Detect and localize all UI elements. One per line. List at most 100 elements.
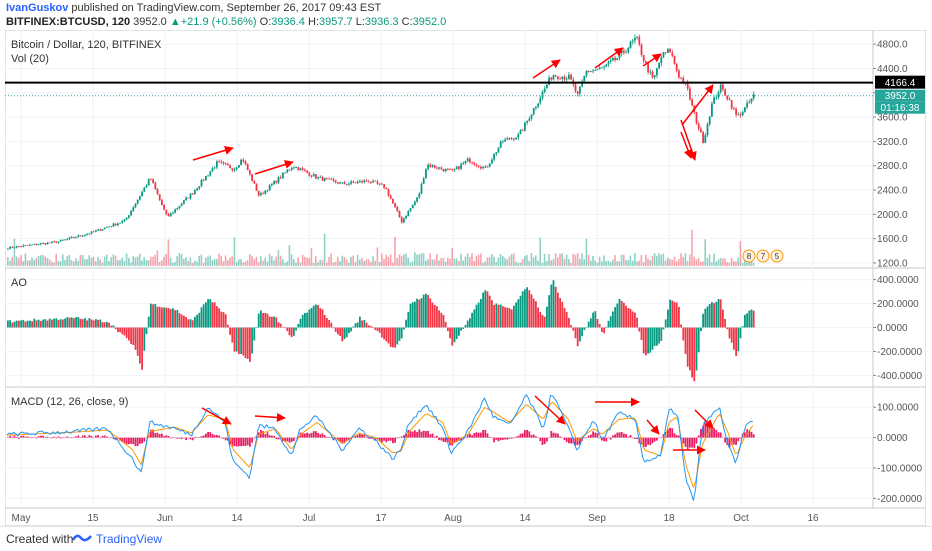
candle[interactable] [202, 179, 205, 181]
candle[interactable] [29, 244, 31, 246]
candle[interactable] [279, 177, 282, 178]
candle[interactable] [455, 166, 458, 170]
candle[interactable] [145, 185, 148, 188]
candle[interactable] [365, 180, 368, 182]
candle[interactable] [101, 229, 104, 231]
candle[interactable] [9, 246, 11, 249]
candle[interactable] [656, 68, 658, 76]
candle[interactable] [398, 211, 401, 218]
candle[interactable] [295, 167, 297, 168]
candle[interactable] [337, 182, 339, 184]
candle[interactable] [64, 239, 66, 241]
candle[interactable] [359, 181, 361, 182]
candle[interactable] [594, 69, 597, 71]
annotation-arrow[interactable] [254, 160, 294, 175]
candle[interactable] [70, 237, 73, 238]
annotation-arrow[interactable] [694, 409, 714, 429]
candle[interactable] [510, 138, 513, 140]
candle[interactable] [62, 239, 64, 241]
candle[interactable] [266, 190, 269, 192]
candle[interactable] [95, 230, 97, 232]
annotation-arrow[interactable] [642, 53, 662, 67]
candle[interactable] [403, 218, 405, 223]
candle[interactable] [383, 184, 385, 188]
candle[interactable] [702, 131, 704, 143]
candle[interactable] [596, 68, 599, 70]
candle[interactable] [508, 138, 511, 140]
candle[interactable] [535, 106, 537, 109]
candle[interactable] [447, 168, 449, 170]
candle[interactable] [134, 203, 137, 208]
candle[interactable] [123, 219, 126, 222]
candle[interactable] [623, 50, 625, 53]
candle[interactable] [737, 114, 740, 116]
candle[interactable] [110, 226, 113, 228]
candle[interactable] [636, 36, 638, 38]
candle[interactable] [587, 70, 590, 73]
candle[interactable] [141, 191, 143, 197]
annotation-arrow[interactable] [646, 419, 660, 435]
candle[interactable] [548, 77, 550, 85]
candle[interactable] [81, 235, 84, 237]
candle[interactable] [713, 97, 715, 104]
candle[interactable] [18, 246, 20, 247]
candle[interactable] [579, 86, 581, 94]
candle[interactable] [350, 181, 352, 184]
candle[interactable] [477, 165, 480, 167]
candle[interactable] [530, 114, 533, 119]
candle[interactable] [246, 164, 249, 171]
candle[interactable] [372, 180, 374, 183]
candle[interactable] [68, 237, 71, 240]
candle[interactable] [504, 139, 506, 142]
candle[interactable] [341, 182, 344, 184]
candle[interactable] [392, 198, 394, 204]
candle[interactable] [528, 118, 531, 121]
candle[interactable] [24, 245, 27, 246]
candle[interactable] [612, 57, 614, 61]
candle[interactable] [156, 189, 159, 195]
candle[interactable] [13, 247, 16, 249]
candle[interactable] [273, 181, 275, 185]
candle[interactable] [592, 70, 594, 72]
candle[interactable] [741, 111, 744, 116]
candle[interactable] [541, 91, 544, 99]
candle[interactable] [451, 169, 454, 171]
candle[interactable] [213, 167, 216, 169]
candle[interactable] [543, 88, 546, 92]
candle[interactable] [603, 66, 605, 68]
candle[interactable] [268, 185, 271, 191]
candle[interactable] [339, 182, 341, 184]
candle[interactable] [363, 180, 366, 183]
candle[interactable] [499, 141, 502, 148]
candle[interactable] [625, 52, 627, 54]
candle[interactable] [290, 167, 293, 170]
candle[interactable] [568, 74, 570, 79]
candle[interactable] [488, 163, 491, 167]
candle[interactable] [37, 244, 40, 246]
candle[interactable] [524, 122, 526, 131]
candle[interactable] [235, 167, 238, 170]
candle[interactable] [550, 77, 553, 80]
candle[interactable] [229, 165, 231, 169]
candle[interactable] [539, 98, 542, 104]
candle[interactable] [708, 116, 711, 125]
candle[interactable] [251, 174, 253, 181]
candle[interactable] [73, 237, 75, 238]
candle[interactable] [103, 227, 106, 230]
candle[interactable] [299, 168, 302, 171]
candle[interactable] [216, 161, 218, 168]
candle[interactable] [634, 37, 636, 41]
candle[interactable] [288, 169, 291, 171]
annotation-arrow[interactable] [201, 407, 232, 425]
candle[interactable] [651, 71, 654, 78]
candle[interactable] [425, 169, 427, 179]
candle[interactable] [735, 108, 737, 115]
candle[interactable] [55, 241, 58, 243]
candle[interactable] [271, 184, 273, 186]
candle[interactable] [609, 60, 612, 62]
candle[interactable] [394, 203, 396, 208]
candle[interactable] [744, 107, 746, 112]
candle[interactable] [436, 167, 438, 169]
candle[interactable] [308, 172, 311, 176]
candle[interactable] [482, 166, 484, 169]
